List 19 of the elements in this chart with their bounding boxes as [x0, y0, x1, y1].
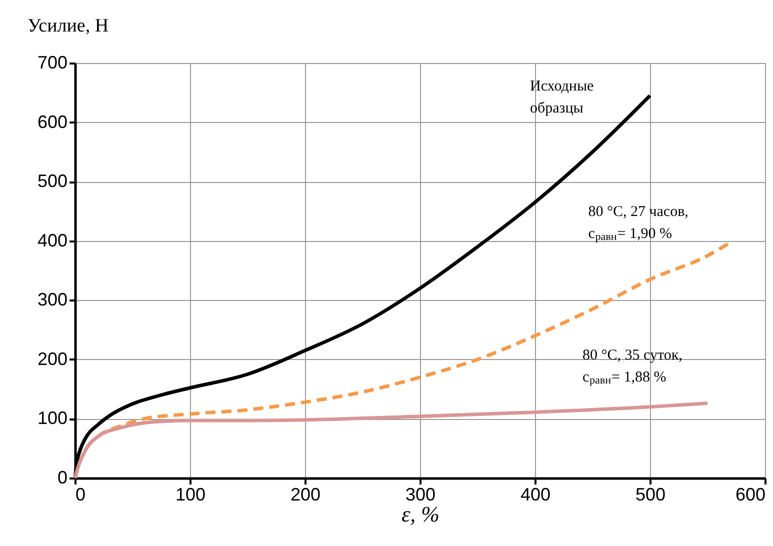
y-tick-label: 0	[57, 468, 68, 488]
x-tick-label: 500	[635, 484, 666, 504]
y-axis-title: Усилие, Н	[28, 16, 109, 36]
y-tick-label: 100	[37, 408, 68, 428]
x-tick-label: 0	[76, 484, 86, 504]
x-tick-label: 300	[405, 484, 436, 504]
y-tick-label: 700	[37, 52, 68, 72]
y-tick-label: 400	[37, 230, 68, 250]
x-axis-title: ε, %	[402, 502, 440, 526]
x-tick-label: 400	[520, 484, 551, 504]
y-tick-label: 500	[37, 171, 68, 192]
x-tick-label: 600	[735, 484, 766, 504]
x-tick-label: 200	[290, 484, 321, 504]
y-tick-label: 200	[37, 348, 68, 369]
line-series	[73, 402, 710, 480]
y-tick-label: 600	[37, 112, 68, 132]
x-tick-label: 100	[175, 484, 206, 504]
series-label: Исходные образцы	[530, 78, 594, 117]
y-tick-label: 300	[37, 290, 68, 310]
